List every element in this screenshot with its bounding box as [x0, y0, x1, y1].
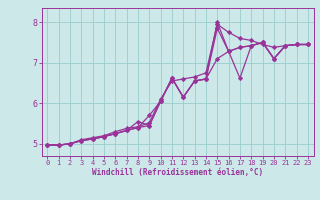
- X-axis label: Windchill (Refroidissement éolien,°C): Windchill (Refroidissement éolien,°C): [92, 168, 263, 177]
